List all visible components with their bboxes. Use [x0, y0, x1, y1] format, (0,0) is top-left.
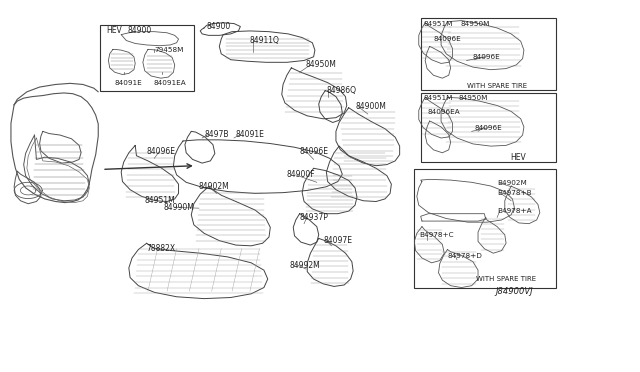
Text: 84951M: 84951M	[145, 196, 175, 205]
Text: 84900M: 84900M	[355, 102, 386, 111]
Text: 84951M: 84951M	[424, 95, 453, 101]
Text: 84951M: 84951M	[424, 21, 453, 27]
Text: 84900: 84900	[207, 22, 231, 31]
Text: 84950M: 84950M	[306, 60, 337, 70]
Text: 84096E: 84096E	[147, 147, 175, 156]
Text: B4978+A: B4978+A	[497, 208, 532, 214]
Text: WITH SPARE TIRE: WITH SPARE TIRE	[476, 276, 536, 282]
Text: 84911Q: 84911Q	[250, 36, 280, 45]
Text: 84096E: 84096E	[474, 125, 502, 131]
Text: 84096EA: 84096EA	[427, 109, 460, 115]
Text: 84096E: 84096E	[473, 54, 500, 60]
Text: 84091EA: 84091EA	[153, 80, 186, 86]
Bar	[100, 25, 194, 91]
Text: 84900: 84900	[127, 26, 152, 35]
Text: 84091E: 84091E	[115, 80, 143, 86]
Text: 84950M: 84950M	[460, 21, 490, 27]
Text: B4902M: B4902M	[497, 180, 527, 186]
Bar	[420, 18, 556, 90]
Bar	[420, 93, 556, 162]
Text: 84950M: 84950M	[459, 95, 488, 101]
Text: HEV: HEV	[510, 153, 525, 162]
Text: 84091E: 84091E	[236, 130, 265, 139]
Text: 84992M: 84992M	[289, 261, 320, 270]
Text: 8497B: 8497B	[204, 130, 228, 139]
Text: 84900F: 84900F	[287, 170, 316, 179]
Text: 79458M: 79458M	[154, 47, 184, 53]
Text: 84986Q: 84986Q	[326, 86, 356, 94]
Text: 84096E: 84096E	[300, 147, 328, 156]
Text: 84097E: 84097E	[323, 236, 352, 245]
Text: 84937P: 84937P	[300, 213, 328, 222]
Text: 84096E: 84096E	[433, 36, 461, 42]
Text: J84900VJ: J84900VJ	[495, 287, 533, 296]
Text: 84990M: 84990M	[164, 203, 195, 212]
Text: HEV: HEV	[106, 26, 122, 35]
Text: 84978+D: 84978+D	[447, 253, 483, 259]
Text: WITH SPARE TIRE: WITH SPARE TIRE	[467, 83, 527, 89]
Text: B4978+C: B4978+C	[419, 232, 453, 238]
Text: 84902M: 84902M	[199, 182, 230, 191]
Text: B4978+B: B4978+B	[497, 190, 532, 196]
Bar	[414, 169, 556, 288]
Text: 78882X: 78882X	[147, 244, 176, 253]
